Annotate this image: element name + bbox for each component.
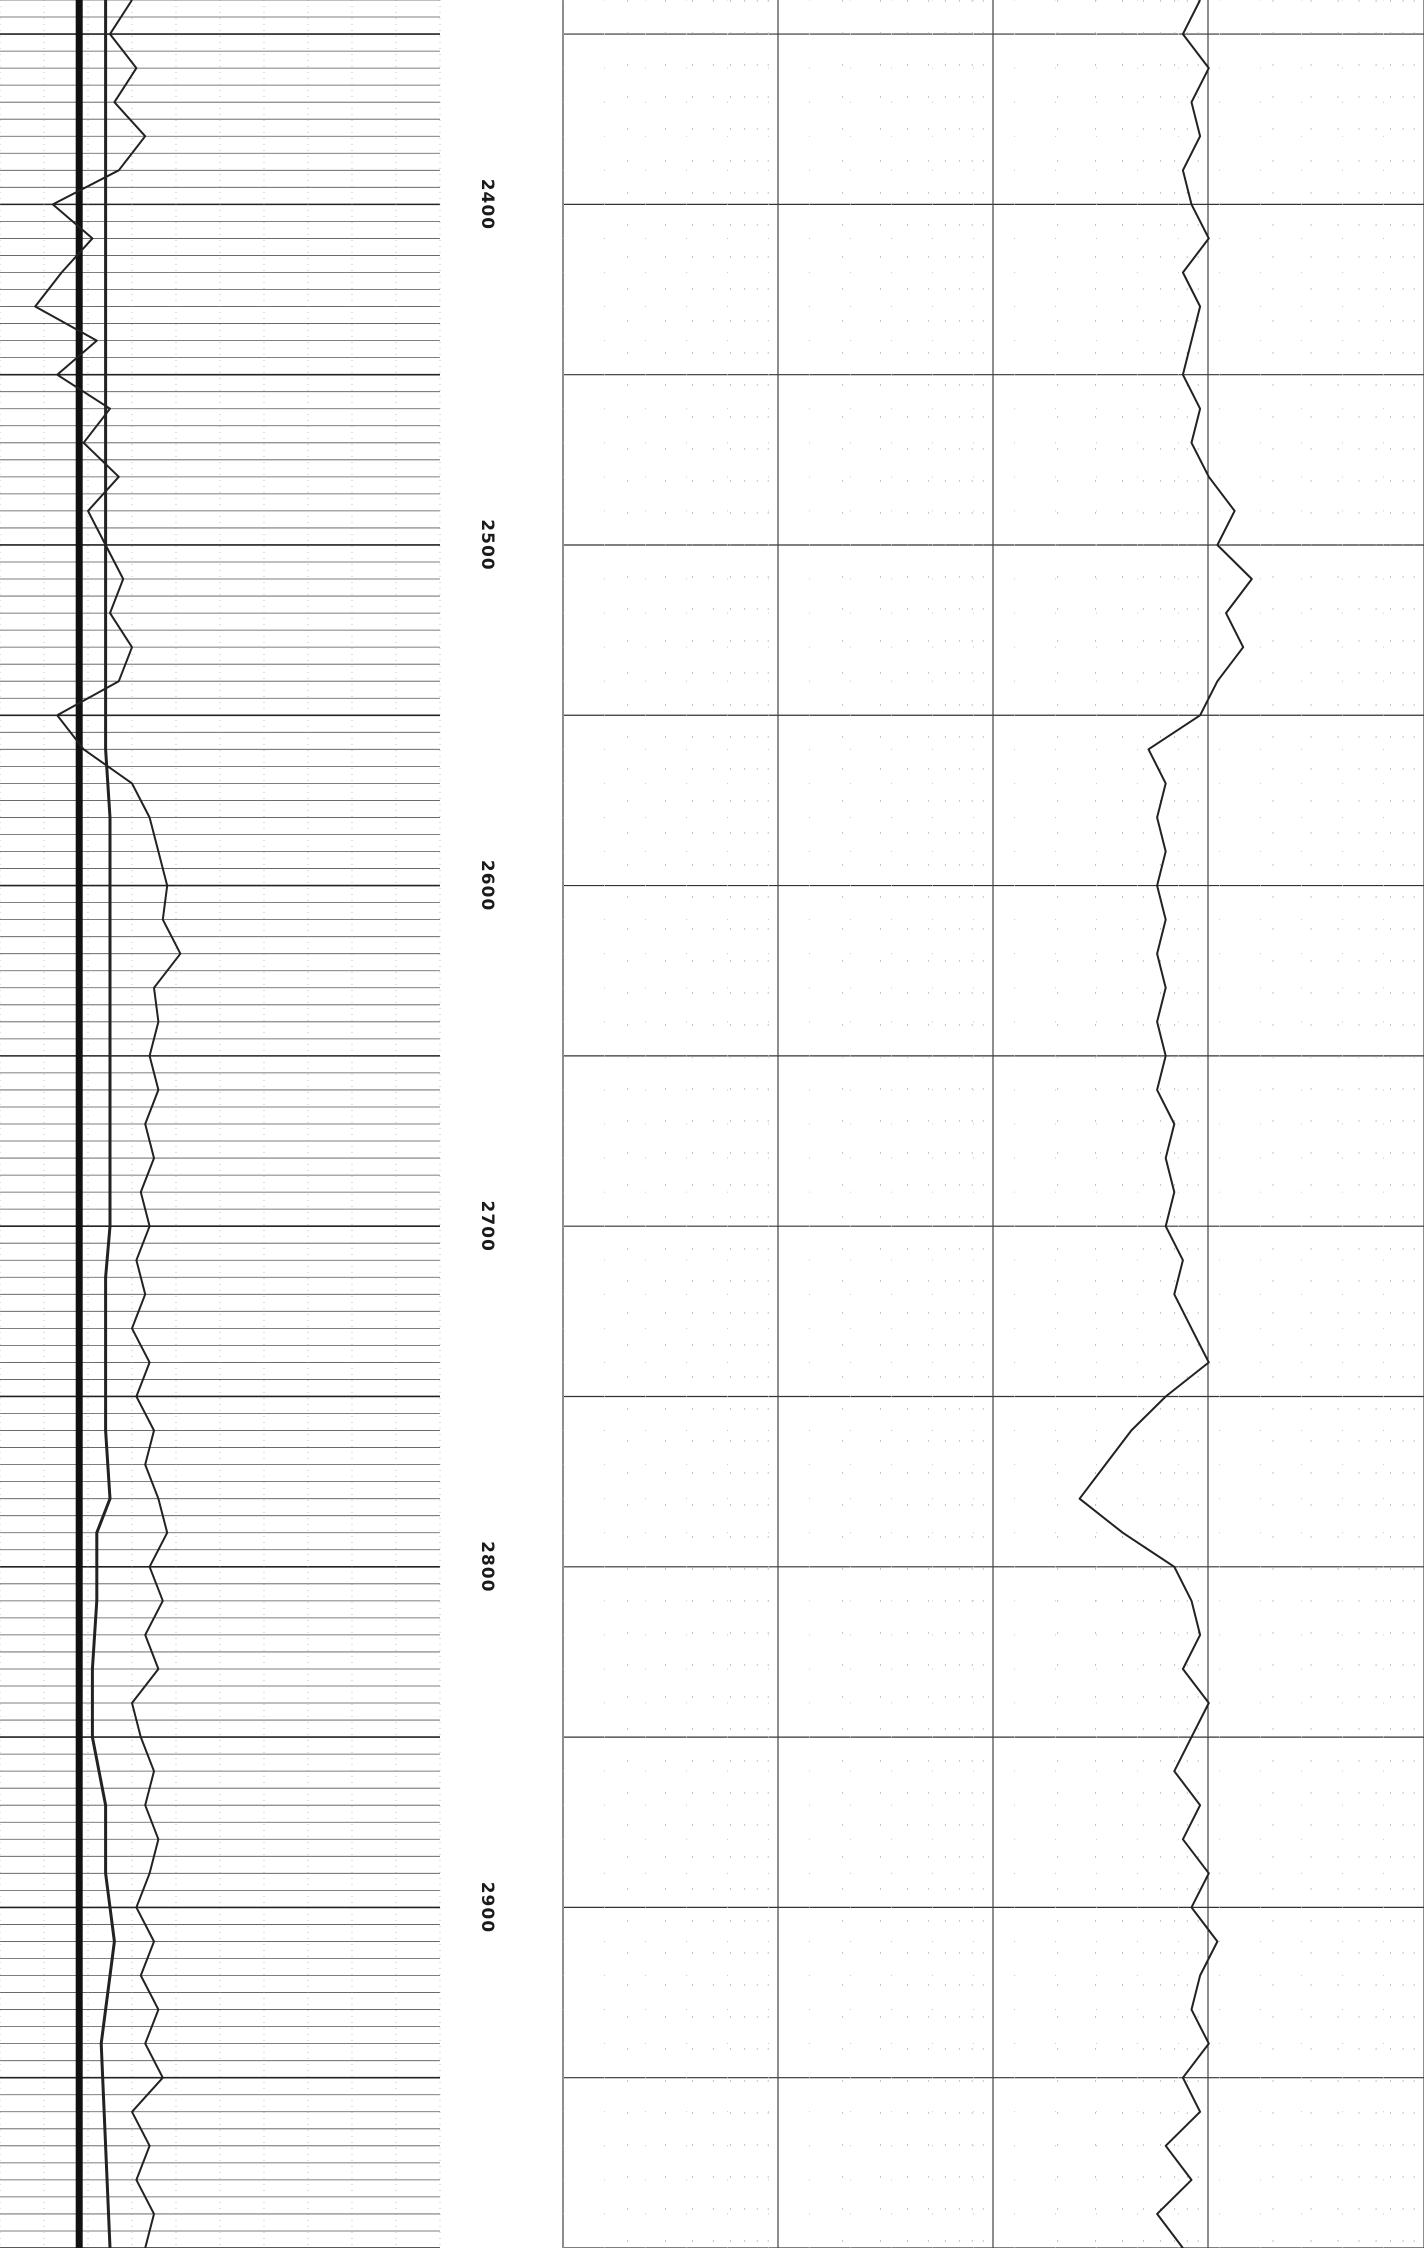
left-track-grid	[0, 0, 441, 2248]
depth-labels: 2400 2500 2600 2700 2800 2900	[477, 179, 497, 1933]
track-1-curve-3	[34, 0, 182, 2248]
track-2-curve-1	[1078, 0, 1253, 2248]
depth-label-2500: 2500	[477, 519, 497, 570]
right-track-grid	[562, 0, 1424, 2248]
depth-label-2400: 2400	[477, 179, 497, 230]
depth-label-2800: 2800	[477, 1541, 497, 1592]
depth-label-2600: 2600	[477, 860, 497, 911]
depth-label-2700: 2700	[477, 1201, 497, 1252]
log-curves	[34, 0, 1253, 2248]
depth-label-2900: 2900	[477, 1882, 497, 1933]
